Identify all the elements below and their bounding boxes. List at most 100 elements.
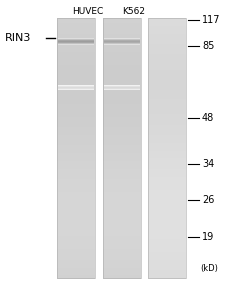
Bar [57,73,95,76]
Bar [148,54,186,58]
Bar [148,275,186,278]
Bar [103,184,141,188]
Bar [148,135,186,138]
Bar [58,87,94,88]
Bar [103,247,141,250]
Bar [58,88,94,89]
Bar [57,75,95,78]
Text: 85: 85 [202,41,214,51]
Bar [148,260,186,263]
Bar [148,268,186,271]
Bar [57,205,95,208]
Bar [58,43,94,44]
Bar [148,18,186,21]
Bar [103,257,141,260]
Bar [103,124,141,128]
Bar [57,44,95,47]
Bar [148,146,186,148]
Bar [148,46,186,50]
Bar [148,210,186,214]
Bar [148,85,186,89]
Bar [57,26,95,29]
Bar [103,28,141,32]
Bar [103,60,141,63]
Bar [148,218,186,221]
Bar [57,200,95,203]
Bar [57,57,95,60]
Bar [148,109,186,112]
Bar [104,43,140,44]
Bar [57,65,95,68]
Bar [148,270,186,273]
Bar [57,216,95,219]
Bar [57,265,95,268]
Bar [104,88,140,89]
Bar [57,138,95,141]
Bar [103,127,141,130]
Bar [57,62,95,65]
Bar [57,49,95,52]
Bar [57,93,95,97]
Bar [103,117,141,120]
Bar [57,218,95,221]
Bar [103,226,141,229]
Bar [103,75,141,78]
Bar [57,106,95,110]
Bar [57,135,95,138]
Bar [57,109,95,112]
Bar [103,119,141,122]
Text: RIN3: RIN3 [5,33,31,43]
Bar [57,18,95,278]
Bar [103,104,141,107]
Bar [58,41,94,42]
Bar [58,85,94,86]
Bar [148,195,186,198]
Bar [103,122,141,125]
Bar [148,138,186,141]
Bar [103,109,141,112]
Bar [57,234,95,237]
Bar [103,41,141,44]
Bar [103,273,141,276]
Bar [57,195,95,198]
Bar [57,36,95,39]
Bar [57,161,95,164]
Bar [57,224,95,226]
Bar [103,138,141,141]
Bar [103,270,141,273]
Bar [148,161,186,164]
Bar [104,89,140,90]
Bar [57,54,95,58]
Bar [57,236,95,239]
Bar [57,83,95,86]
Bar [58,38,94,39]
Bar [103,249,141,253]
Bar [103,26,141,29]
Bar [103,88,141,91]
Bar [103,179,141,182]
Bar [148,242,186,245]
Bar [148,119,186,122]
Bar [57,182,95,185]
Bar [58,86,94,87]
Bar [103,255,141,258]
Bar [148,34,186,37]
Bar [57,153,95,156]
Bar [103,80,141,83]
Bar [148,236,186,239]
Bar [103,49,141,52]
Bar [103,39,141,42]
Bar [57,164,95,167]
Text: 34: 34 [202,159,214,169]
Bar [57,252,95,255]
Bar [104,41,140,42]
Bar [57,70,95,73]
Bar [148,68,186,70]
Bar [148,78,186,81]
Bar [57,239,95,242]
Bar [103,112,141,115]
Bar [58,42,94,43]
Bar [57,68,95,70]
Bar [103,101,141,104]
Bar [148,60,186,63]
